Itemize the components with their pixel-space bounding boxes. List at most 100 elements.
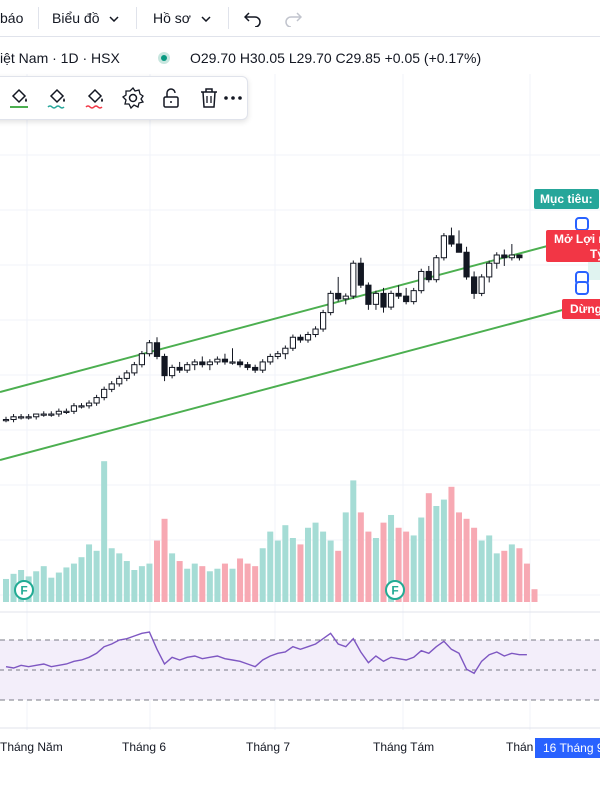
volume-bar <box>161 518 168 602</box>
rsi-line <box>5 631 527 675</box>
candle-body <box>214 358 221 363</box>
candle-body <box>10 416 17 421</box>
volume-bar <box>63 567 70 602</box>
redo-icon[interactable] <box>284 9 302 27</box>
volume-bar <box>289 538 296 602</box>
paint-bucket-icon[interactable] <box>7 86 31 110</box>
volume-bar <box>169 553 176 602</box>
chevron-down-icon <box>109 16 119 23</box>
ohlc-values: O29.70 H30.05 L29.70 C29.85 +0.05 (+0.17… <box>190 50 482 66</box>
volume-bar <box>440 499 447 602</box>
volume-bar <box>305 527 311 602</box>
candle-body <box>327 292 334 314</box>
candle-body <box>289 336 296 349</box>
candle-body <box>380 292 387 308</box>
volume-bar <box>478 540 485 602</box>
candle-body <box>236 361 244 366</box>
channel-lower-line <box>0 299 600 461</box>
profile-menu[interactable]: Hồ sơ <box>153 0 211 36</box>
volume-bar <box>365 531 372 602</box>
market-status-dot <box>158 52 170 64</box>
candle-body <box>282 347 289 355</box>
drawing-toolbar <box>0 76 248 120</box>
volume-bar <box>448 486 455 602</box>
candle-body <box>146 342 153 355</box>
symbol-name[interactable]: iệt Nam · 1D · HSX <box>0 50 120 66</box>
volume-bar <box>131 570 138 602</box>
volume-bar <box>493 553 500 602</box>
candle-body <box>508 254 515 259</box>
chart-menu-label: Biểu đồ <box>52 10 100 26</box>
candle-body <box>25 416 32 419</box>
stop-label[interactable]: Dừng <box>562 299 600 319</box>
unlock-icon[interactable] <box>159 86 183 110</box>
volume-bar <box>184 568 191 602</box>
volume-bar <box>274 540 281 602</box>
volume-bar <box>456 512 462 602</box>
top-toolbar: báo Biểu đồ Hồ sơ <box>0 0 600 37</box>
volume-bar <box>418 517 425 602</box>
gear-icon[interactable] <box>121 86 145 110</box>
candle-body <box>478 276 485 294</box>
toolbar-divider <box>38 7 39 29</box>
volume-bar <box>70 563 77 602</box>
volume-bar <box>55 572 62 602</box>
volume-bar <box>221 563 228 602</box>
volume-bar <box>78 557 85 602</box>
position-handle <box>575 281 589 295</box>
candle-body <box>184 364 191 371</box>
toolbar-divider <box>228 7 229 29</box>
current-date-badge: 16 Tháng 9 <box>535 738 600 758</box>
candle-body <box>93 397 100 404</box>
volume-bar <box>388 514 395 602</box>
open-profit-label[interactable]: Mở Lợi n Tỷ <box>546 230 600 262</box>
paint-bucket-2-icon[interactable] <box>45 86 69 110</box>
candle-body <box>252 366 259 371</box>
volume-bar <box>116 553 123 602</box>
chart-menu[interactable]: Biểu đồ <box>52 0 119 36</box>
volume-bar <box>425 493 432 602</box>
volume-bar <box>516 548 523 602</box>
volume-bar <box>350 480 357 602</box>
undo-icon[interactable] <box>244 9 262 27</box>
volume-bar <box>486 535 493 602</box>
candle-body <box>365 284 372 305</box>
paint-bucket-3-icon[interactable] <box>83 86 107 110</box>
candle-body <box>486 262 493 278</box>
volume-bar <box>33 571 40 602</box>
candle-body <box>425 270 432 281</box>
candle-body <box>40 413 47 416</box>
candle-body <box>123 372 130 379</box>
candle-body <box>244 364 251 368</box>
candle-body <box>440 235 447 259</box>
candle-body <box>70 405 78 412</box>
position-profit-zone <box>588 262 600 280</box>
candle-body <box>387 292 395 308</box>
alert-menu[interactable]: báo <box>0 10 24 26</box>
candle-body <box>78 405 85 408</box>
volume-bar <box>463 518 470 602</box>
more-icon[interactable] <box>221 86 245 110</box>
target-label[interactable]: Mục tiêu: <box>534 189 599 209</box>
volume-bar <box>244 563 251 602</box>
volume-bar <box>108 548 115 602</box>
trash-icon[interactable] <box>197 86 221 110</box>
candle-body <box>55 410 62 415</box>
volume-bar <box>206 571 213 602</box>
candle-body <box>85 402 93 407</box>
volume-bar <box>3 578 9 602</box>
x-axis-label: Tháng 7 <box>246 740 291 754</box>
candle-body <box>304 334 312 341</box>
open-profit-line2: Tỷ <box>590 247 600 261</box>
x-axis-label: Tháng Tám <box>373 740 435 754</box>
volume-bar <box>146 563 153 602</box>
candle-body <box>350 262 357 297</box>
candle-body <box>320 312 327 330</box>
candle-body <box>169 366 176 377</box>
volume-bar <box>191 563 198 602</box>
volume-bar <box>86 544 93 602</box>
volume-bar <box>312 522 319 602</box>
candle-body <box>18 416 25 419</box>
volume-bar <box>101 461 108 602</box>
